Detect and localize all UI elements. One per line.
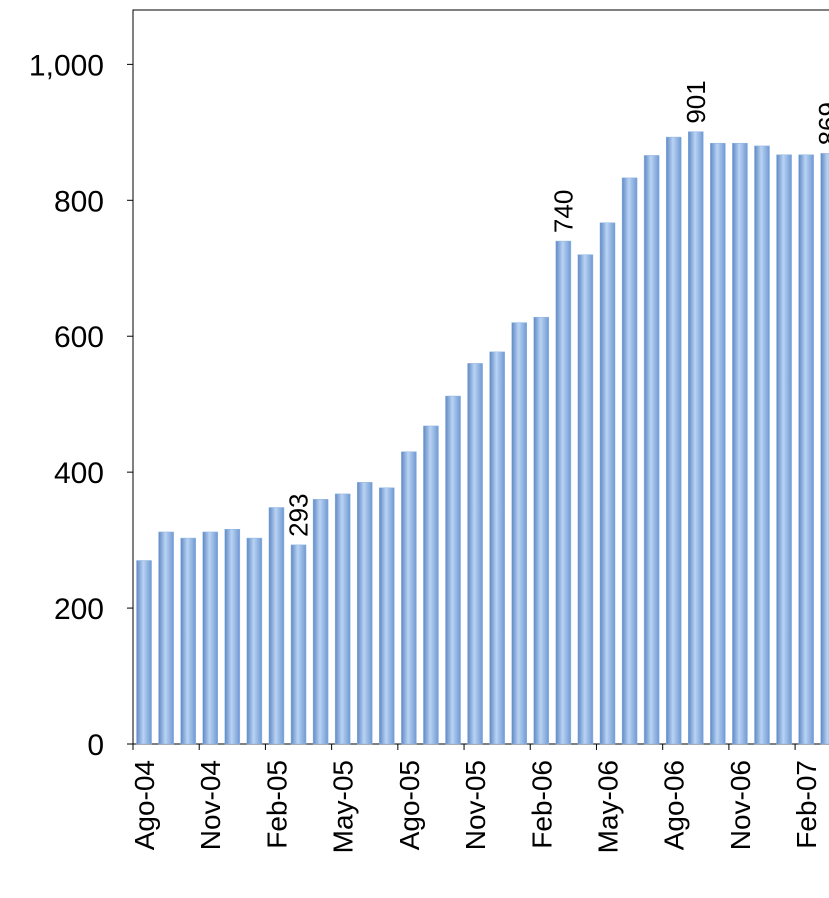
bar: [643, 155, 660, 745]
y-tick-label: 800: [54, 185, 104, 218]
bar: [334, 493, 351, 745]
bar: [224, 528, 241, 745]
bar: [467, 363, 483, 745]
bar: [511, 322, 527, 745]
bar: [820, 153, 829, 745]
y-tick-label: 600: [54, 321, 104, 354]
x-tick-label: Nov-05: [460, 760, 491, 850]
bar: [732, 142, 748, 745]
x-tick-label: Ago-05: [394, 760, 425, 850]
value-label: 293: [284, 493, 314, 536]
x-tick-label: Ago-06: [659, 760, 690, 850]
bar: [489, 351, 505, 745]
value-label: 901: [681, 80, 711, 123]
bar: [621, 177, 638, 745]
bar: [268, 507, 285, 745]
y-tick-label: 1,000: [29, 49, 104, 82]
bar: [312, 499, 329, 745]
x-tick-label: May-05: [328, 760, 359, 853]
bar: [401, 451, 417, 745]
bar: [776, 154, 792, 745]
bar: [158, 531, 174, 745]
bar: [555, 240, 572, 745]
x-tick-label: May-06: [593, 760, 624, 853]
bar: [423, 425, 439, 745]
y-tick-label: 0: [87, 729, 104, 762]
bar: [599, 222, 616, 745]
bar: [533, 316, 550, 745]
x-tick-label: Nov-04: [195, 760, 226, 850]
x-tick-label: Feb-05: [261, 760, 292, 849]
bar: [290, 544, 307, 745]
bar: [246, 537, 263, 745]
y-tick-label: 200: [54, 593, 104, 626]
x-tick-label: Ago-04: [129, 760, 160, 850]
bar: [202, 531, 218, 745]
x-tick-label: Feb-07: [791, 760, 822, 849]
bar: [180, 537, 196, 745]
x-tick-label: Nov-06: [725, 760, 756, 850]
y-tick-label: 400: [54, 457, 104, 490]
bar: [379, 487, 395, 745]
bar: [710, 142, 726, 745]
x-tick-label: Feb-06: [526, 760, 557, 849]
bar: [445, 395, 461, 745]
value-label: 740: [548, 190, 578, 233]
bar: [798, 154, 814, 745]
bar: [577, 254, 594, 745]
bar: [688, 131, 704, 745]
bar: [754, 145, 770, 745]
bar: [665, 136, 682, 745]
bar: [136, 560, 152, 745]
value-label: 869: [813, 102, 829, 145]
plot-frame: [132, 9, 829, 745]
bar: [356, 482, 373, 745]
